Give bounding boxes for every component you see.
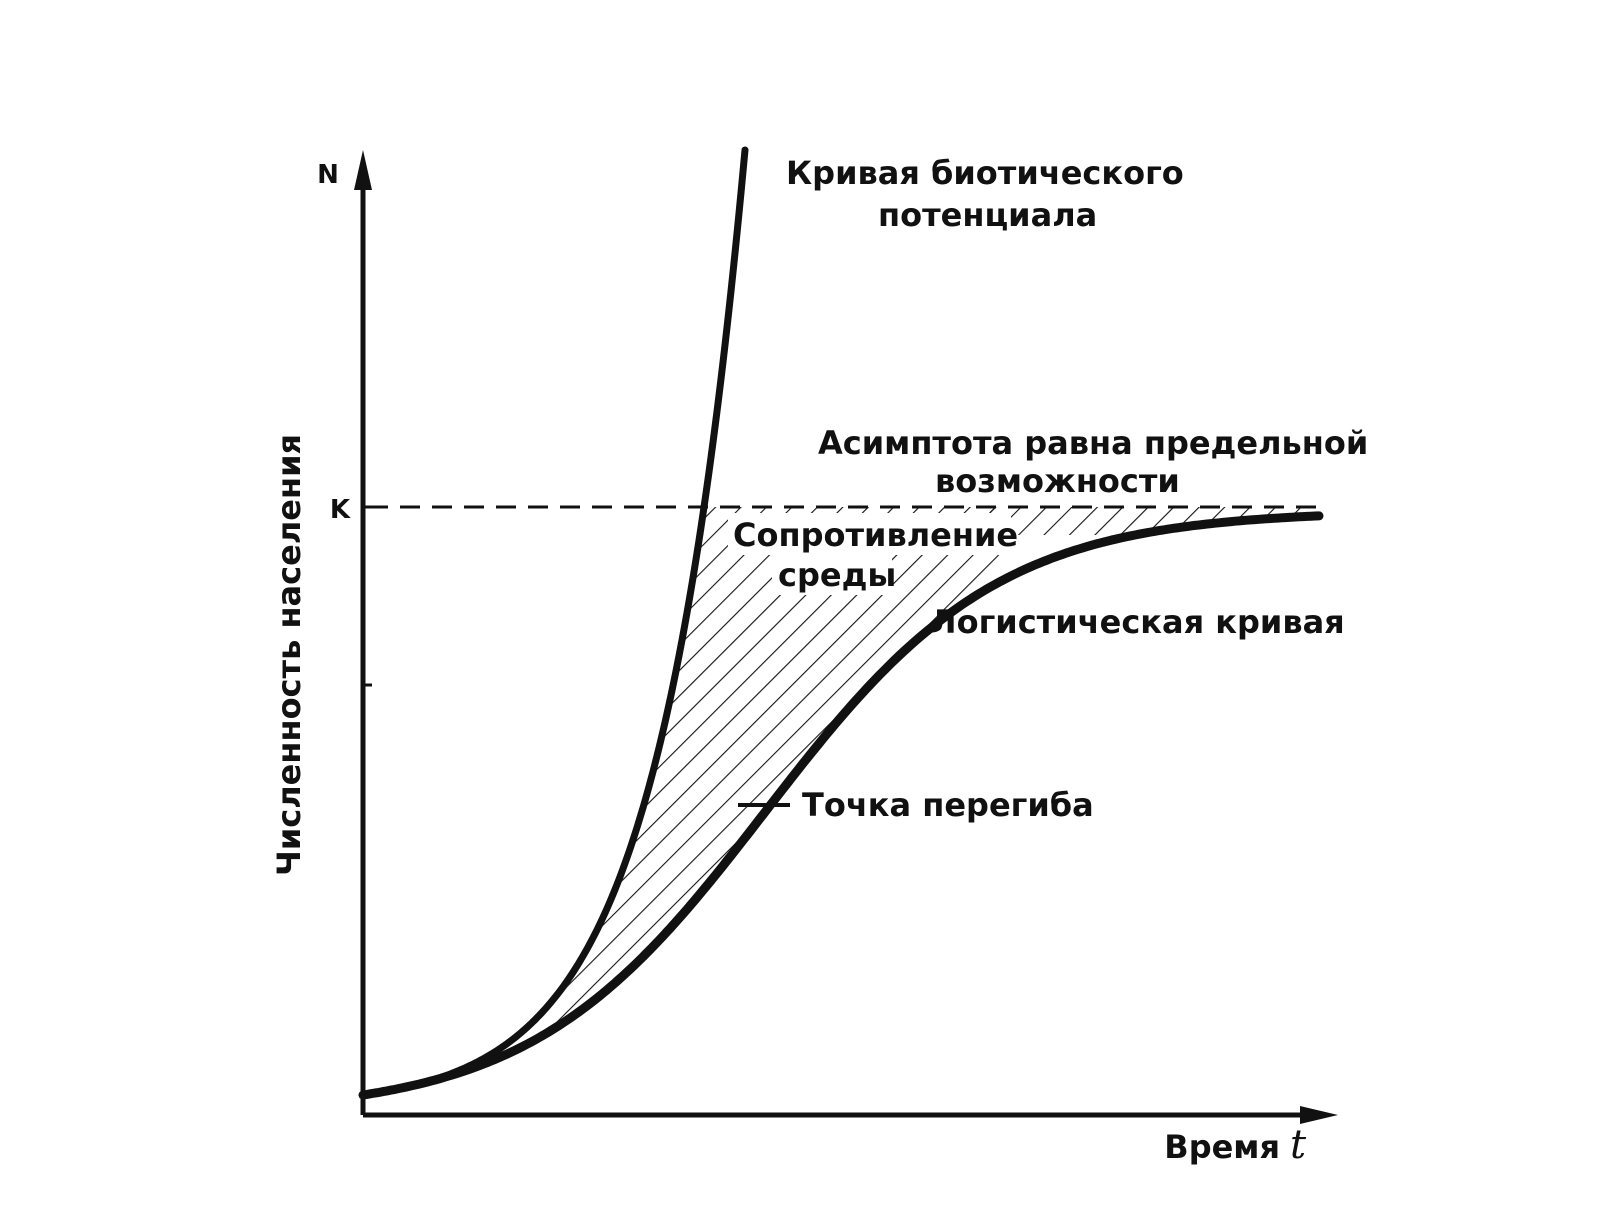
logistic-curve bbox=[358, 511, 1324, 1100]
y-axis-k-label: K bbox=[330, 495, 351, 525]
asymptote-hatched-strip bbox=[990, 507, 1320, 535]
inflection-label: Точка перегиба bbox=[802, 786, 1094, 824]
resistance-label-line-1: Сопротивление bbox=[733, 516, 1018, 554]
x-axis-title: Время bbox=[1164, 1128, 1280, 1166]
environmental-resistance-area bbox=[521, 507, 1000, 1047]
asymptote-label-line-2: возможности bbox=[935, 462, 1180, 500]
resistance-label-backdrop bbox=[772, 555, 892, 595]
y-axis-arrow-icon bbox=[354, 150, 372, 190]
asymptote-label-line-1: Асимптота равна предельной bbox=[818, 424, 1368, 462]
logistic-curve-label: Логистическая кривая bbox=[930, 603, 1345, 641]
resistance-label-backdrop bbox=[728, 513, 1011, 555]
x-axis-arrow-icon bbox=[1300, 1106, 1338, 1124]
biotic-curve-label-line-2: потенциала bbox=[878, 196, 1097, 234]
x-axis-symbol: t bbox=[1290, 1122, 1307, 1168]
y-axis-top-label: N bbox=[317, 160, 339, 190]
y-axis-title: Численность населения bbox=[270, 434, 308, 876]
biotic-curve-label-line-1: Кривая биотического bbox=[786, 154, 1184, 192]
resistance-label-line-2: среды bbox=[778, 556, 896, 594]
biotic-potential-curve bbox=[359, 146, 749, 1099]
